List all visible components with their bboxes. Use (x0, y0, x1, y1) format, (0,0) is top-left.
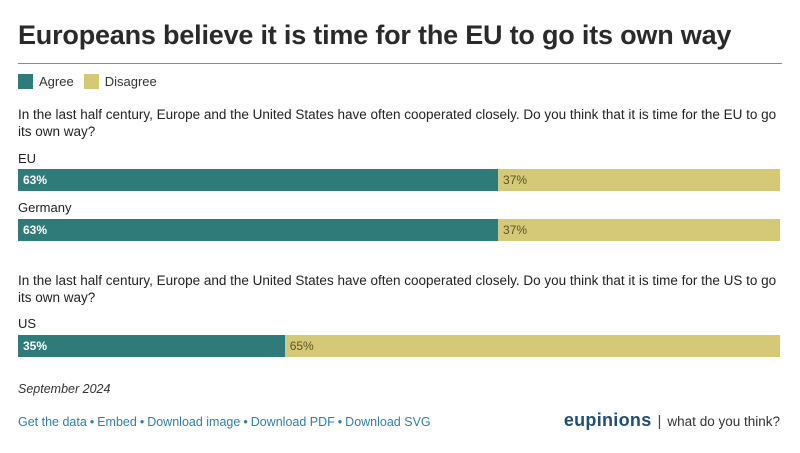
legend-swatch-disagree (83, 74, 99, 89)
eupinions-logo[interactable]: eupinions (563, 410, 652, 430)
bar-segment-disagree: 37% (498, 169, 780, 191)
bar-label-germany: Germany (18, 200, 72, 215)
legend-item-agree: Agree (18, 74, 74, 89)
link-separator: • (243, 415, 248, 429)
legend: Agree Disagree (18, 74, 167, 89)
legend-swatch-agree (18, 74, 33, 89)
download-pdf-link[interactable]: Download PDF (250, 415, 335, 429)
bar-segment-agree: 63% (18, 169, 499, 191)
chart-title: Europeans believe it is time for the EU … (18, 20, 732, 50)
question-eu: In the last half century, Europe and the… (18, 107, 777, 139)
download-svg-link[interactable]: Download SVG (345, 415, 431, 429)
embed-link[interactable]: Embed (97, 415, 137, 429)
question-us: In the last half century, Europe and the… (18, 273, 777, 305)
bar-us: 35% 65% (18, 335, 780, 357)
data-label-agree: 63% (23, 223, 48, 237)
data-label-agree: 63% (23, 173, 48, 187)
data-label-disagree: 37% (503, 173, 528, 187)
bar-label-eu: EU (18, 151, 37, 166)
bar-germany: 63% 37% (18, 219, 780, 241)
brand-divider: | (657, 413, 662, 430)
bar-segment-disagree: 65% (284, 335, 780, 357)
get-data-link[interactable]: Get the data (18, 415, 87, 429)
bar-segment-agree: 63% (18, 219, 499, 241)
bar-segment-disagree: 37% (498, 219, 780, 241)
link-separator: • (139, 415, 145, 429)
legend-label-disagree: Disagree (104, 74, 157, 89)
link-separator: • (89, 415, 95, 429)
bar-label-us: US (18, 316, 37, 331)
data-label-agree: 35% (23, 339, 48, 353)
bar-segment-agree: 35% (18, 335, 285, 357)
legend-item-disagree: Disagree (83, 74, 157, 89)
link-separator: • (337, 415, 343, 429)
date-note: September 2024 (18, 382, 111, 396)
title-divider (18, 63, 782, 64)
legend-label-agree: Agree (39, 74, 74, 89)
footer-links: Get the data • Embed • Download image • Downlo… (18, 415, 431, 429)
data-label-disagree: 65% (289, 339, 314, 353)
brand: eupinions | what do you think? (564, 410, 780, 431)
brand-tagline: what do you think? (667, 414, 780, 429)
bar-eu: 63% 37% (18, 169, 780, 191)
download-image-link[interactable]: Download image (147, 415, 241, 429)
data-label-disagree: 37% (503, 223, 528, 237)
